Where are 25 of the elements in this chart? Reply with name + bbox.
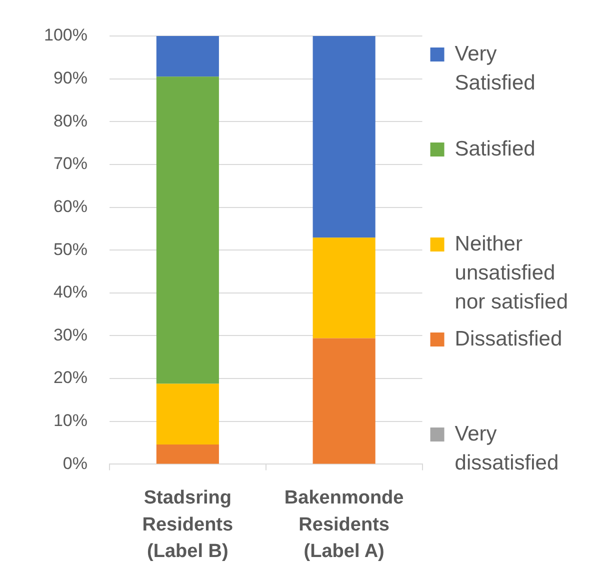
y-tick-label: 20% [53,368,88,388]
y-tick-label: 70% [53,154,88,174]
y-tick-label: 30% [53,325,88,344]
legend-label: Dissatisfied [454,327,562,350]
bar [156,384,219,445]
legend-label: Very dissatisfied [454,422,559,474]
bar [156,444,219,464]
y-tick-label: 40% [53,282,88,302]
y-tick-label: 10% [53,411,88,430]
bar [156,36,219,77]
legend-label: Very Satisfied [454,42,536,94]
legend-label: Satisfied [454,137,536,160]
x-tick-label: Stadsring Residents (Label B) [142,488,234,562]
y-tick-label: 50% [53,240,88,259]
legend-label: Neither unsatisfied nor satisfied [454,232,568,314]
y-tick-label: 100% [44,26,88,45]
y-tick-label: 80% [53,111,88,130]
y-tick-label: 90% [53,68,88,88]
x-tick-label: Bakenmonde Residents (Label A) [284,488,404,562]
bar [312,238,376,338]
bar [156,76,219,384]
bar [312,338,376,464]
bar [312,36,376,238]
y-tick-label: 0% [62,454,88,473]
y-tick-label: 60% [53,196,88,216]
